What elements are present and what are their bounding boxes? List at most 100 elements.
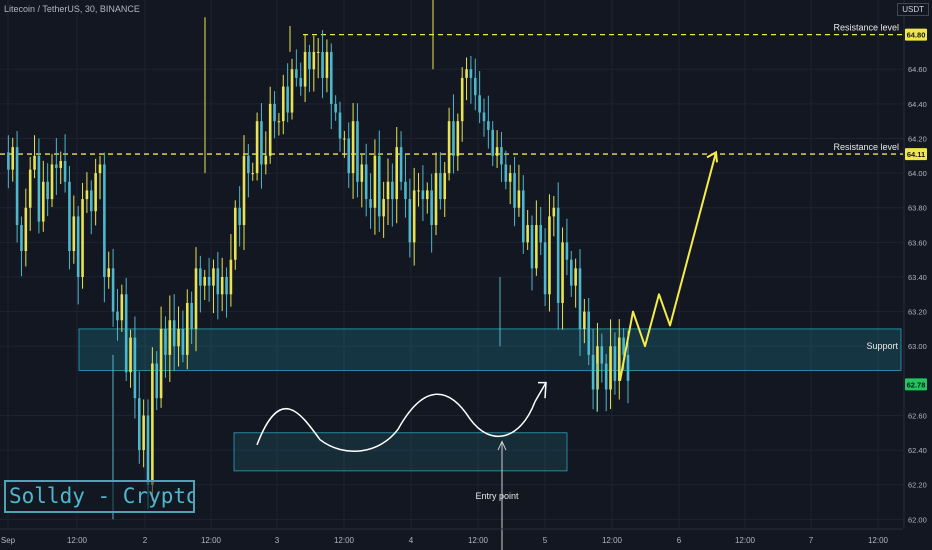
price-tag-box xyxy=(905,148,927,161)
candle-body xyxy=(430,190,433,226)
chart-grid xyxy=(0,0,903,528)
candle-body xyxy=(377,155,381,217)
candle xyxy=(500,131,503,182)
candle xyxy=(194,247,198,352)
candle-body xyxy=(329,51,333,104)
candle-body xyxy=(303,51,307,87)
candle xyxy=(460,67,464,142)
candle-body xyxy=(613,346,617,381)
candle xyxy=(85,172,89,213)
candle-body xyxy=(207,276,211,286)
candle xyxy=(469,55,473,104)
candle xyxy=(260,103,263,189)
candle xyxy=(508,164,512,205)
candle xyxy=(583,298,586,344)
candle-body xyxy=(264,155,268,165)
candle xyxy=(491,121,495,167)
candle xyxy=(55,138,58,195)
time-tick-label: 2 xyxy=(143,536,148,545)
candle xyxy=(504,150,508,190)
candle xyxy=(587,298,591,366)
candle xyxy=(11,137,15,182)
time-tick-label: Sep xyxy=(1,536,16,545)
candle-body xyxy=(260,121,263,165)
candle-body xyxy=(11,147,15,170)
candle xyxy=(72,195,76,264)
candle xyxy=(181,310,185,363)
price-tick-label: 63.80 xyxy=(908,204,927,213)
candle-body xyxy=(28,169,32,208)
currency-badge[interactable]: USDT xyxy=(897,3,929,16)
candle xyxy=(569,250,573,297)
candle xyxy=(203,269,207,301)
candle-body xyxy=(478,95,481,113)
candle-body xyxy=(155,363,159,399)
wave-arrow-shaft xyxy=(534,382,547,403)
candle-body xyxy=(290,69,294,113)
candle-body xyxy=(587,311,591,355)
candle xyxy=(290,58,294,120)
candle xyxy=(273,91,276,139)
candle xyxy=(329,43,333,130)
candle xyxy=(316,37,320,79)
candle xyxy=(255,112,259,181)
candle xyxy=(530,215,534,291)
candle-body xyxy=(321,51,324,78)
candle xyxy=(129,329,132,388)
candle-body xyxy=(229,259,233,295)
candle-body xyxy=(574,268,577,286)
candle-body xyxy=(600,346,604,364)
candle xyxy=(535,200,538,276)
candle xyxy=(487,95,490,149)
candle-body xyxy=(225,276,228,295)
candle-body xyxy=(351,121,355,174)
candle xyxy=(543,228,547,307)
candle xyxy=(46,163,49,217)
candle-body xyxy=(142,415,145,451)
candle-body xyxy=(146,415,150,485)
candle xyxy=(164,316,167,378)
candle-body xyxy=(500,147,503,165)
wave-annotation xyxy=(256,393,536,453)
candle-body xyxy=(382,199,385,217)
time-tick-label: 12:00 xyxy=(468,536,489,545)
candle xyxy=(41,160,45,232)
candle-body xyxy=(347,138,351,174)
candle-body xyxy=(412,190,416,243)
watermark-logo: Solldy - Crypto for U xyxy=(4,480,195,513)
candle xyxy=(338,101,342,152)
candle-body xyxy=(439,173,442,200)
candle xyxy=(286,63,289,123)
candle xyxy=(391,163,394,227)
candle-body xyxy=(212,268,215,286)
candle xyxy=(303,35,307,103)
candle xyxy=(116,288,119,341)
candle-body xyxy=(164,328,167,355)
candle-body xyxy=(604,363,608,390)
price-tag-label: 64.80 xyxy=(907,31,926,40)
candle-body xyxy=(487,121,490,130)
entry-point-label: Entry point xyxy=(475,491,519,501)
candle xyxy=(98,155,102,200)
wave-arrowhead xyxy=(538,381,547,399)
candle-body xyxy=(364,164,368,200)
price-tag: 64.11 xyxy=(905,148,927,161)
candle xyxy=(225,267,228,318)
candle-body xyxy=(194,268,198,329)
candle-body xyxy=(199,268,202,286)
candle xyxy=(421,165,425,222)
resistance-level-label: Resistance level xyxy=(833,23,899,33)
candle xyxy=(124,278,128,381)
candle-body xyxy=(103,164,106,277)
candle-body xyxy=(37,155,41,222)
candle xyxy=(617,319,621,400)
drawing-annotations: Entry point xyxy=(256,150,718,550)
candle xyxy=(613,332,617,395)
candle-body xyxy=(404,181,407,200)
candle xyxy=(308,44,311,92)
candle xyxy=(364,143,368,217)
support-zone xyxy=(78,328,902,371)
candle xyxy=(33,135,36,179)
candle-body xyxy=(89,190,93,212)
